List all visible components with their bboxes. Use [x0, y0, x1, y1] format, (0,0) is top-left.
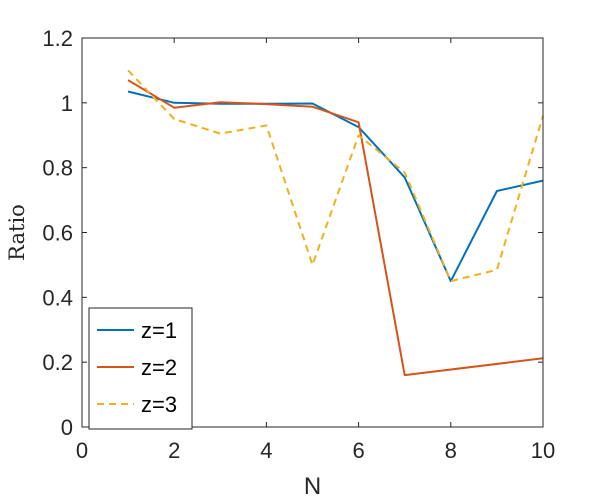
axes-layer: 0 2 4 6 8 10 0 0.2 0.4 0.6 0.8 1 1.2: [42, 26, 555, 463]
x-tick-label: 6: [352, 438, 364, 463]
legend-label-z=3: z=3: [141, 392, 177, 417]
series-layer: [127, 69, 544, 377]
x-tick-label: 10: [531, 438, 555, 463]
y-tick-label: 0: [61, 415, 73, 440]
y-tick-label: 0.2: [42, 350, 73, 375]
y-tick-label: 1: [61, 91, 73, 116]
y-tick-label: 0.4: [42, 285, 73, 310]
x-axis-label: N: [304, 473, 321, 500]
series-line-z=2: [127, 79, 544, 377]
y-tick-label: 1.2: [42, 26, 73, 51]
x-tick-label: 8: [445, 438, 457, 463]
legend-box: [88, 307, 193, 430]
legend-label-z=1: z=1: [141, 318, 177, 343]
x-tick-label: 0: [76, 438, 88, 463]
legend-label-z=2: z=2: [141, 355, 177, 380]
x-tick-label: 2: [168, 438, 180, 463]
legend: z=1 z=2 z=3: [88, 307, 193, 430]
y-axis-label: Ratio: [5, 204, 29, 261]
series-line-z=3: [127, 69, 544, 283]
y-tick-label: 0.6: [42, 221, 73, 246]
y-tick-label: 0.8: [42, 156, 73, 181]
x-tick-label: 4: [260, 438, 272, 463]
